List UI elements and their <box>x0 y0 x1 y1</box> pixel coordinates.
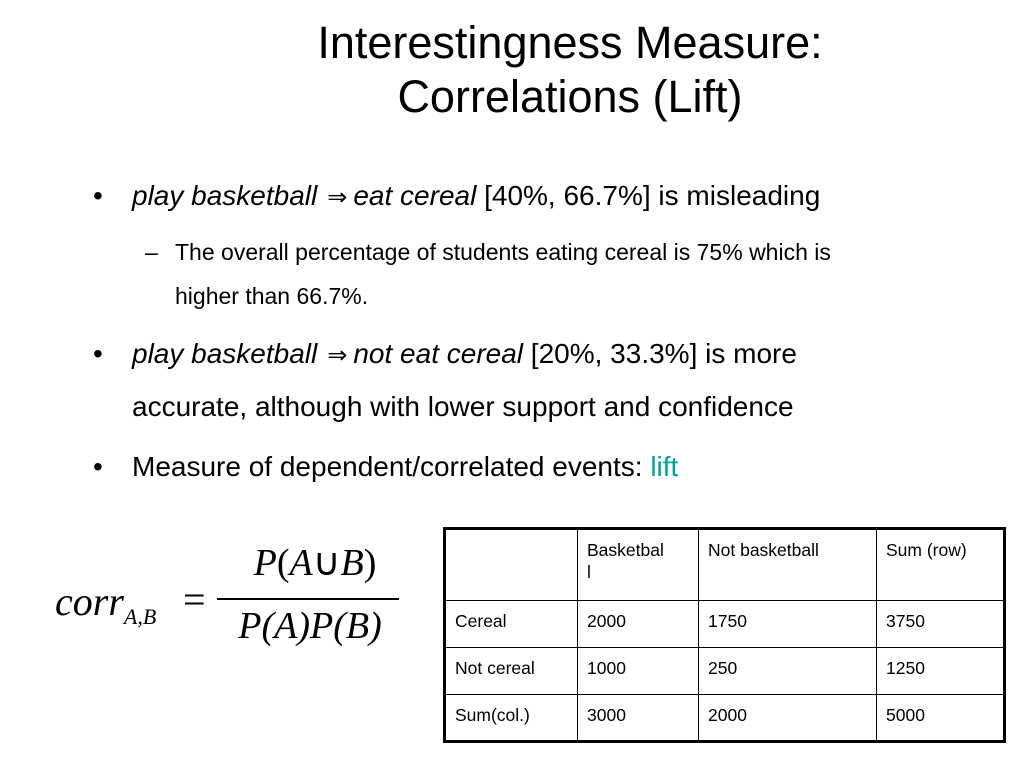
table-cell: 3750 <box>876 600 1005 648</box>
table-cell: 1250 <box>876 647 1005 695</box>
bullet-marker: • <box>93 338 103 369</box>
bullet-3-text: Measure of dependent/correlated events: <box>132 451 651 482</box>
bullet-1-sub-line-2: higher than 66.7%. <box>175 283 369 309</box>
table-cell: 5000 <box>876 694 1005 742</box>
bullet-1: play basketball ⇒ eat cereal [40%, 66.7%] … <box>132 180 820 212</box>
table-row: Cereal 2000 1750 3750 <box>444 600 1005 648</box>
table-row: Not cereal 1000 250 1250 <box>444 647 1005 695</box>
title-line-1: Interestingness Measure: <box>317 17 823 68</box>
table-header-cell: Basketbal l <box>577 528 699 601</box>
table-row: Sum(col.) 3000 2000 5000 <box>444 694 1005 742</box>
num-p: P <box>253 542 277 584</box>
formula-denominator: P(A)P(B) <box>238 605 382 647</box>
lift-keyword: lift <box>650 451 679 482</box>
fraction-bar <box>217 598 399 600</box>
header-basketball-b: l <box>587 562 591 582</box>
slide-title: Interestingness Measure: Correlations (L… <box>0 16 1024 124</box>
table-header-cell: Not basketball <box>698 528 877 601</box>
bullet-2: play basketball ⇒ not eat cereal [20%, 33.… <box>132 338 797 370</box>
table-header-cell: Sum (row) <box>876 528 1005 601</box>
table-cell: 250 <box>698 647 877 695</box>
num-close: ) <box>363 542 377 584</box>
bullet-1-sub-line-1: The overall percentage of students eatin… <box>175 239 831 265</box>
union-icon: ∪ <box>312 542 341 584</box>
bullet-1-rest: [40%, 66.7%] is misleading <box>484 180 821 211</box>
lift-formula: corrA,B = P(A∪B) P(A)P(B) <box>55 540 415 660</box>
bullet-1-consequent: eat cereal <box>353 180 477 211</box>
title-line-2: Correlations (Lift) <box>397 71 743 122</box>
bullet-marker: • <box>93 451 103 482</box>
num-b: B <box>340 542 364 584</box>
bullet-2-consequent: not eat cereal <box>353 338 524 369</box>
bullet-2-line-2: accurate, although with lower support an… <box>132 391 794 422</box>
table-cell: Not cereal <box>444 647 578 695</box>
formula-subscript: A,B <box>123 604 157 629</box>
formula-lhs: corrA,B <box>55 578 156 630</box>
num-open: ( <box>276 542 290 584</box>
formula-equals: = <box>183 577 206 622</box>
contingency-table: Basketbal l Not basketball Sum (row) Cere… <box>443 527 1006 743</box>
header-basketball-a: Basketbal <box>587 540 664 560</box>
bullet-2-rest: [20%, 33.3%] is more <box>530 338 797 369</box>
formula-numerator: P(A∪B) <box>230 540 400 585</box>
table-cell: 2000 <box>698 694 877 742</box>
table-cell: 3000 <box>577 694 699 742</box>
bullet-3: Measure of dependent/correlated events: … <box>132 451 678 483</box>
implies-arrow-icon: ⇒ <box>327 183 348 211</box>
bullet-1-antecedent: play basketball <box>132 180 318 211</box>
table-header-cell <box>444 528 578 601</box>
bullet-marker: • <box>93 180 103 211</box>
sub-bullet-marker: – <box>145 239 158 265</box>
table-cell: 2000 <box>577 600 699 648</box>
bullet-2-antecedent: play basketball <box>132 338 318 369</box>
table-cell: 1000 <box>577 647 699 695</box>
table-cell: Cereal <box>444 600 578 648</box>
table-cell: Sum(col.) <box>444 694 578 742</box>
table-header-row: Basketbal l Not basketball Sum (row) <box>444 528 1005 601</box>
table-cell: 1750 <box>698 600 877 648</box>
formula-corr: corr <box>55 579 124 624</box>
implies-arrow-icon: ⇒ <box>327 341 348 369</box>
num-a: A <box>289 542 313 584</box>
